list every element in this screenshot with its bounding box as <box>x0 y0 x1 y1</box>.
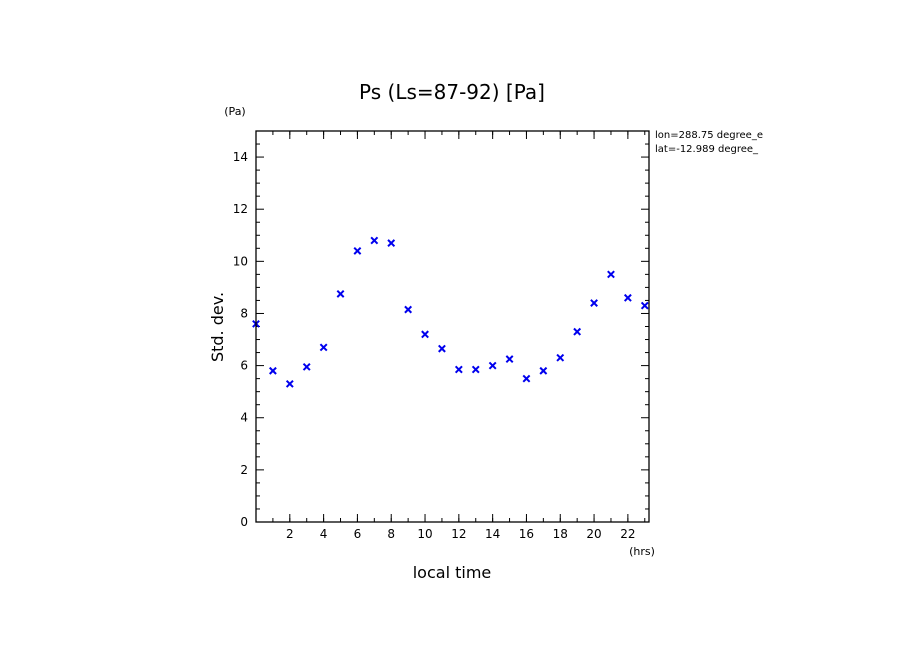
data-point <box>488 361 497 370</box>
data-point <box>640 301 649 310</box>
data-point <box>404 305 413 314</box>
x-tick-label: 14 <box>485 527 500 541</box>
annotation-lon: lon=288.75 degree_e <box>655 130 763 141</box>
y-tick-label: 0 <box>240 515 248 529</box>
data-point <box>454 365 463 374</box>
data-point <box>471 365 480 374</box>
data-point <box>505 355 514 363</box>
plot-frame <box>255 130 650 523</box>
data-point <box>522 374 531 383</box>
data-point <box>539 366 548 375</box>
x-unit-label: (hrs) <box>629 545 655 558</box>
y-tick-label: 2 <box>240 463 248 477</box>
y-tick-label: 10 <box>233 254 248 268</box>
data-point <box>387 239 396 247</box>
data-point <box>370 236 379 245</box>
x-tick-label: 10 <box>417 527 432 541</box>
x-tick-label: 2 <box>286 527 294 541</box>
x-tick-label: 4 <box>320 527 328 541</box>
data-point <box>590 299 598 307</box>
x-tick-label: 18 <box>553 527 568 541</box>
x-tick-label: 8 <box>387 527 395 541</box>
y-tick-label: 12 <box>233 202 248 216</box>
data-point <box>556 353 565 362</box>
data-point <box>353 246 362 255</box>
data-point <box>623 293 632 302</box>
data-point <box>268 366 277 375</box>
data-point <box>607 270 615 279</box>
x-tick-label: 22 <box>620 527 635 541</box>
chart-title: Ps (Ls=87-92) [Pa] <box>359 80 545 104</box>
y-unit-label: (Pa) <box>224 105 245 118</box>
data-point <box>438 344 446 353</box>
y-tick-label: 8 <box>240 306 248 320</box>
data-point <box>573 327 582 336</box>
axis-ticks: 2 4 6 8 10 12 14 16 18 20 22 0 2 4 6 8 10 12 14 <box>233 131 649 541</box>
annotation-lat: lat=-12.989 degree_ <box>655 144 759 155</box>
data-point <box>336 290 345 298</box>
data-point <box>421 330 429 339</box>
y-tick-label: 14 <box>233 150 248 164</box>
y-tick-label: 4 <box>240 411 248 425</box>
x-tick-label: 20 <box>586 527 601 541</box>
x-tick-label: 6 <box>354 527 362 541</box>
data-point <box>319 343 328 352</box>
data-point <box>302 362 311 371</box>
x-tick-label: 12 <box>451 527 466 541</box>
data-points <box>252 236 649 388</box>
x-tick-label: 16 <box>519 527 534 541</box>
x-axis-label: local time <box>413 563 492 582</box>
y-axis-label: Std. dev. <box>208 292 227 362</box>
data-point <box>285 379 294 388</box>
y-tick-label: 6 <box>240 359 248 373</box>
